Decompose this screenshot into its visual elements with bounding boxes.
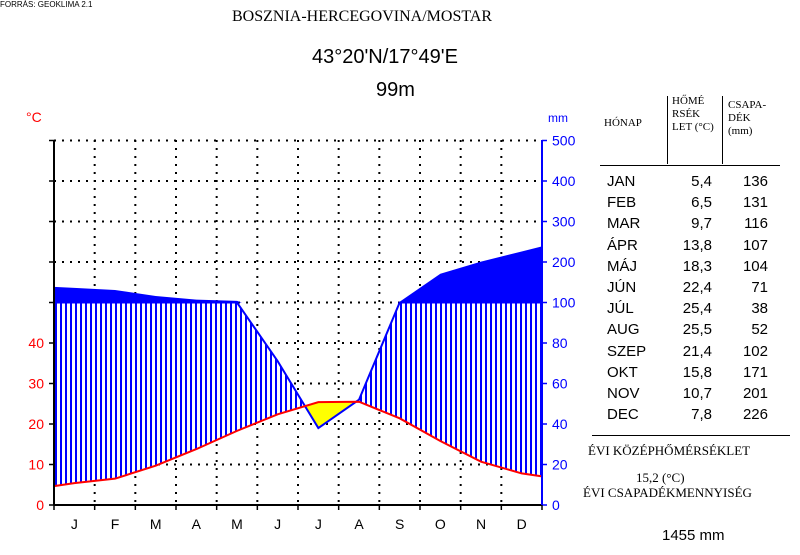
table-cell-month: DEC bbox=[607, 406, 639, 424]
coordinates-label: 43°20'N/17°49'E bbox=[312, 46, 458, 68]
table-cell-month: JAN bbox=[607, 173, 636, 190]
x-tick-label: A bbox=[192, 516, 202, 532]
table-cell-precip: 71 bbox=[751, 279, 768, 296]
table-cell-temp: 25,4 bbox=[682, 300, 712, 318]
temperature-line bbox=[53, 400, 543, 488]
x-tick-label: D bbox=[517, 516, 527, 532]
dry-period-area bbox=[304, 399, 359, 429]
table-cell-month: FEB bbox=[607, 194, 637, 212]
left-tick-label: 30 bbox=[28, 376, 44, 392]
x-tick-label: N bbox=[476, 516, 486, 532]
table-cell-temp: 7,8 bbox=[691, 406, 712, 424]
table-cell-temp: 9,7 bbox=[691, 215, 712, 233]
table-cell-month: JÚN bbox=[607, 279, 637, 296]
table-cell-month: ÁPR bbox=[607, 236, 638, 254]
table-header-precip: CSAPA- DÉK (mm) bbox=[728, 99, 767, 137]
table-cell-month: NOV bbox=[607, 385, 640, 402]
very-humid-area bbox=[398, 246, 542, 303]
table-cell-precip: 171 bbox=[742, 363, 768, 381]
table-cell-precip: 136 bbox=[742, 173, 768, 190]
x-tick-label: J bbox=[274, 516, 281, 532]
x-tick-label: A bbox=[354, 516, 364, 532]
x-tick-label: O bbox=[435, 516, 446, 532]
table-cell-precip: 201 bbox=[742, 385, 768, 402]
table-cell-precip: 102 bbox=[742, 342, 768, 360]
left-tick-label: 10 bbox=[28, 457, 44, 473]
elevation-label: 99m bbox=[376, 79, 415, 101]
right-tick-label: 20 bbox=[552, 457, 568, 473]
table-cell-precip: 52 bbox=[751, 321, 768, 339]
right-tick-label: 0 bbox=[552, 497, 560, 513]
annual-precip-value: 1455 mm bbox=[662, 527, 725, 544]
table-header-divider-left bbox=[667, 96, 668, 164]
table-cell-precip: 131 bbox=[742, 194, 768, 212]
left-tick-label: 20 bbox=[28, 416, 44, 432]
left-tick-label: 40 bbox=[28, 335, 44, 351]
table-cell-temp: 21,4 bbox=[682, 342, 712, 360]
table-cell-precip: 38 bbox=[751, 300, 768, 318]
precipitation-line bbox=[54, 301, 542, 430]
x-tick-label: J bbox=[71, 516, 78, 532]
annual-temp-label: ÉVI KÖZÉPHŐMÉRSÉKLET bbox=[588, 443, 751, 458]
table-cell-temp: 5,4 bbox=[691, 173, 712, 190]
table-header-month: HÓNAP bbox=[604, 117, 642, 129]
table-cell-precip: 104 bbox=[742, 257, 768, 275]
right-tick-label: 80 bbox=[552, 335, 568, 351]
table-footer-line bbox=[592, 435, 790, 436]
right-tick-label: 200 bbox=[552, 254, 576, 270]
table-cell-temp: 25,5 bbox=[682, 321, 712, 339]
left-tick-label: 0 bbox=[36, 497, 44, 513]
right-tick-label: 100 bbox=[552, 295, 576, 311]
table-cell-precip: 116 bbox=[744, 215, 768, 233]
very-humid-area bbox=[54, 286, 242, 303]
table-cell-month: SZEP bbox=[607, 342, 647, 360]
table-cell-temp: 15,8 bbox=[682, 363, 712, 381]
table-cell-precip: 226 bbox=[742, 406, 768, 424]
x-tick-label: S bbox=[395, 516, 404, 532]
table-header-underline bbox=[600, 165, 780, 166]
table-cell-temp: 13,8 bbox=[682, 236, 712, 254]
table-cell-month: MAR bbox=[607, 215, 641, 233]
table-cell-temp: 22,4 bbox=[682, 279, 712, 296]
table-cell-temp: 6,5 bbox=[691, 194, 712, 212]
table-cell-month: MÁJ bbox=[607, 257, 637, 275]
right-tick-label: 60 bbox=[552, 376, 568, 392]
humid-period-area bbox=[358, 302, 542, 476]
x-tick-label: M bbox=[231, 516, 243, 532]
source-label: FORRÁS: GEOKLIMA 2.1 bbox=[0, 0, 93, 9]
table-cell-month: OKT bbox=[607, 363, 638, 381]
table-header-divider-right bbox=[722, 96, 723, 164]
left-axis-unit: °C bbox=[26, 109, 42, 125]
table-cell-precip: 107 bbox=[742, 236, 768, 254]
right-tick-label: 300 bbox=[552, 214, 576, 230]
chart-title: BOSZNIA-HERCEGOVINA/MOSTAR bbox=[232, 8, 493, 25]
annual-temp-value: 15,2 (°C) bbox=[636, 470, 685, 485]
x-tick-label: J bbox=[315, 516, 322, 532]
right-axis-unit: mm bbox=[548, 111, 568, 125]
x-tick-label: M bbox=[150, 516, 162, 532]
table-cell-month: JÚL bbox=[607, 300, 634, 318]
right-tick-label: 400 bbox=[552, 173, 576, 189]
right-tick-label: 40 bbox=[552, 416, 568, 432]
table-cell-temp: 10,7 bbox=[682, 385, 712, 402]
x-tick-label: F bbox=[111, 516, 120, 532]
annual-precip-label: ÉVI CSAPADÉKMENNYISÉG bbox=[583, 485, 752, 500]
table-header-temp: HŐMÉ RSÉK LET (°C) bbox=[672, 95, 714, 133]
table-cell-month: AUG bbox=[607, 321, 640, 339]
humid-period-area bbox=[54, 302, 305, 486]
table-cell-temp: 18,3 bbox=[682, 257, 712, 275]
right-tick-label: 500 bbox=[552, 133, 576, 149]
